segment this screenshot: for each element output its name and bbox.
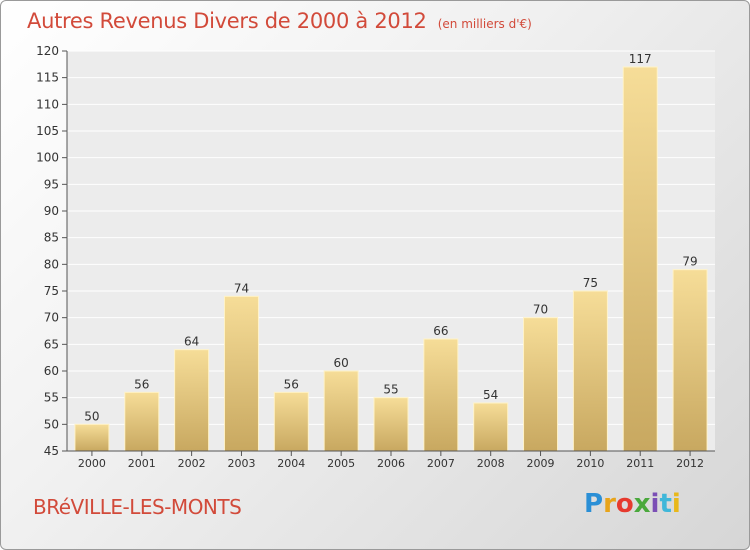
y-tick-label: 55 [44, 391, 59, 405]
title-row: Autres Revenus Divers de 2000 à 2012 (en… [27, 9, 532, 33]
y-tick-label: 80 [44, 257, 59, 271]
x-tick-label: 2002 [178, 457, 206, 470]
data-label: 64 [184, 335, 199, 349]
bar [124, 391, 160, 452]
bar [622, 66, 658, 452]
bar [572, 290, 608, 452]
x-tick-label: 2005 [327, 457, 355, 470]
y-tick-label: 120 [36, 44, 59, 58]
y-tick-label: 90 [44, 204, 59, 218]
data-label: 79 [682, 255, 697, 269]
data-label: 54 [483, 388, 498, 402]
y-tick-label: 45 [44, 444, 59, 458]
bar [273, 391, 309, 452]
bar [373, 397, 409, 452]
logo-letter: P [584, 489, 604, 519]
data-label: 66 [433, 324, 448, 338]
x-tick-label: 2007 [427, 457, 455, 470]
x-tick-label: 2000 [78, 457, 106, 470]
chart-unit: (en milliers d'€) [437, 17, 532, 31]
x-tick-label: 2010 [576, 457, 604, 470]
data-label: 56 [134, 377, 149, 391]
y-tick-label: 70 [44, 311, 59, 325]
proxiti-logo: Proxiti [584, 489, 681, 519]
logo-letter: i [671, 489, 681, 519]
logo-letter: r [603, 489, 616, 519]
data-label: 74 [234, 281, 249, 295]
bar [423, 338, 459, 452]
bar [473, 402, 509, 452]
data-label: 56 [284, 377, 299, 391]
bar [174, 349, 210, 452]
x-tick-label: 2011 [626, 457, 654, 470]
logo-letter: i [650, 489, 660, 519]
y-tick-label: 75 [44, 284, 59, 298]
logo-letter: x [633, 489, 651, 519]
data-label: 75 [583, 276, 598, 290]
chart-title: Autres Revenus Divers de 2000 à 2012 [27, 9, 427, 33]
y-tick-label: 95 [44, 177, 59, 191]
y-tick-label: 85 [44, 231, 59, 245]
y-tick-label: 115 [36, 71, 59, 85]
bar [323, 370, 359, 452]
y-tick-label: 110 [36, 97, 59, 111]
x-tick-label: 2008 [477, 457, 505, 470]
location-label: BRéVILLE-LES-MONTS [33, 495, 242, 519]
data-label: 50 [84, 409, 99, 423]
bar [672, 269, 708, 452]
x-tick-label: 2001 [128, 457, 156, 470]
y-tick-label: 60 [44, 364, 59, 378]
bars: 50 56 64 74 56 60 55 66 54 70 75 117 79 [74, 52, 708, 452]
data-label: 55 [383, 383, 398, 397]
bar [523, 317, 559, 452]
logo-letter: o [615, 489, 634, 519]
x-tick-label: 2004 [277, 457, 305, 470]
axes: 45 50 55 60 65 70 75 80 85 90 95 100 105 110 115 120 200… [36, 44, 715, 470]
logo-letter: t [659, 489, 672, 519]
data-label: 117 [629, 52, 652, 66]
data-label: 60 [334, 356, 349, 370]
x-tick-label: 2003 [227, 457, 255, 470]
x-tick-label: 2009 [527, 457, 555, 470]
y-tick-label: 100 [36, 151, 59, 165]
y-tick-label: 50 [44, 417, 59, 431]
data-label: 70 [533, 303, 548, 317]
bar [74, 423, 110, 452]
y-tick-label: 65 [44, 337, 59, 351]
x-tick-label: 2012 [676, 457, 704, 470]
x-tick-label: 2006 [377, 457, 405, 470]
y-tick-label: 105 [36, 124, 59, 138]
bar [223, 295, 259, 452]
